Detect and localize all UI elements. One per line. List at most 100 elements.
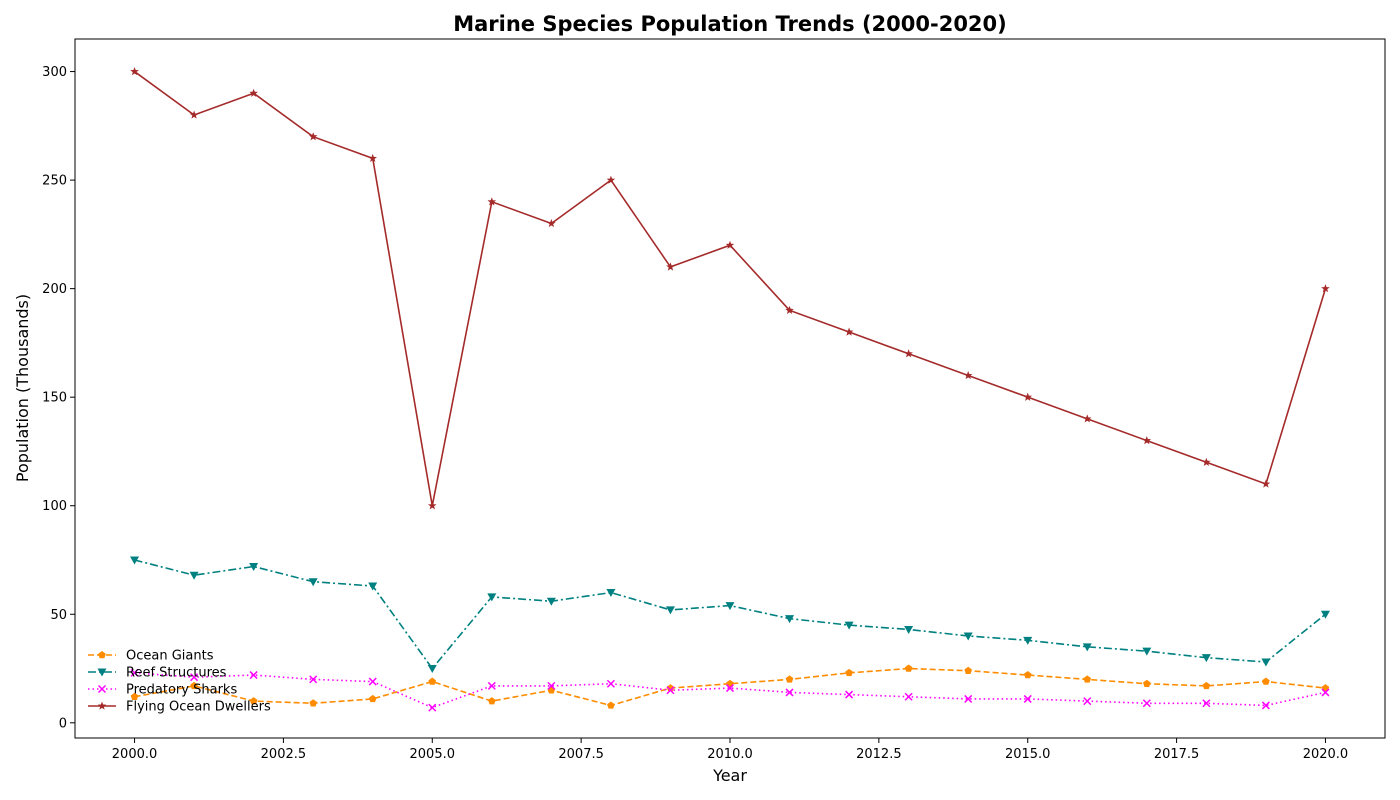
legend-marker	[97, 668, 107, 677]
y-axis-label: Population (Thousands)	[13, 294, 32, 482]
legend-item-flying-ocean-dwellers: Flying Ocean Dwellers	[88, 700, 271, 715]
data-point-predatory-sharks	[428, 703, 437, 712]
data-point-flying-ocean-dwellers	[844, 327, 854, 336]
data-point-flying-ocean-dwellers	[1261, 479, 1271, 488]
data-point-flying-ocean-dwellers	[785, 305, 794, 314]
x-tick-label: 2007.5	[558, 747, 604, 762]
x-axis: 2000.0 2002.5 2005.0 2007.5 2010.0 2012.5 2015…	[112, 738, 1348, 762]
data-point-ocean-giants	[488, 697, 496, 705]
data-point-predatory-sharks	[845, 690, 854, 699]
y-tick-label: 250	[42, 174, 67, 189]
data-point-reef-structures	[1261, 658, 1271, 667]
plot-frame	[74, 38, 1386, 739]
data-point-predatory-sharks	[1202, 699, 1211, 708]
series-predatory-sharks	[130, 668, 1330, 712]
data-point-predatory-sharks	[368, 677, 377, 686]
x-tick-label: 2005.0	[410, 747, 456, 762]
data-point-flying-ocean-dwellers	[368, 153, 378, 163]
data-point-reef-structures	[1142, 647, 1152, 656]
data-point-ocean-giants	[309, 699, 317, 707]
data-point-reef-structures	[785, 615, 795, 624]
x-axis-label: Year	[712, 766, 747, 785]
data-point-reef-structures	[189, 571, 199, 580]
x-tick-label: 2015.0	[1005, 747, 1051, 762]
data-point-predatory-sharks	[190, 673, 199, 682]
data-point-predatory-sharks	[725, 684, 735, 693]
data-point-flying-ocean-dwellers	[427, 501, 437, 510]
data-point-flying-ocean-dwellers	[547, 219, 556, 228]
legend-label: Predatory Sharks	[126, 683, 237, 698]
legend-item-ocean-giants: Ocean Giants	[88, 649, 214, 664]
data-point-ocean-giants	[547, 686, 556, 694]
legend-item-reef-structures: Reef Structures	[88, 666, 227, 681]
data-point-flying-ocean-dwellers	[1202, 457, 1211, 466]
data-point-reef-structures	[665, 606, 675, 615]
y-tick-label: 200	[42, 282, 67, 297]
x-tick-label: 2012.5	[856, 747, 902, 762]
data-point-predatory-sharks	[1142, 699, 1151, 708]
data-point-predatory-sharks	[1321, 688, 1330, 697]
legend-label: Reef Structures	[126, 666, 227, 681]
series-flying-ocean-dwellers	[130, 67, 1330, 510]
y-axis: 0 50 100 150 200 250 300	[42, 65, 75, 731]
data-point-reef-structures	[1082, 643, 1092, 652]
legend-marker	[98, 651, 106, 659]
data-point-flying-ocean-dwellers	[189, 110, 199, 119]
plot-area	[130, 67, 1330, 712]
data-point-ocean-giants	[785, 675, 794, 683]
data-point-ocean-giants	[249, 697, 258, 705]
chart-title: Marine Species Population Trends (2000-2…	[453, 12, 1007, 36]
legend-marker	[97, 684, 107, 694]
x-tick-label: 2017.5	[1154, 747, 1200, 762]
data-point-ocean-giants	[607, 701, 615, 709]
data-point-reef-structures	[1023, 636, 1033, 645]
data-point-predatory-sharks	[249, 671, 258, 680]
series-line-predatory-sharks	[134, 672, 1326, 709]
data-point-predatory-sharks	[666, 686, 675, 695]
data-point-flying-ocean-dwellers	[1142, 436, 1152, 445]
data-point-predatory-sharks	[130, 668, 139, 677]
data-point-predatory-sharks	[904, 692, 913, 701]
data-point-flying-ocean-dwellers	[963, 370, 973, 380]
data-point-predatory-sharks	[606, 679, 615, 688]
data-point-flying-ocean-dwellers	[1023, 392, 1033, 401]
y-tick-label: 150	[42, 391, 67, 406]
data-point-ocean-giants	[1143, 679, 1151, 687]
legend-label: Flying Ocean Dwellers	[126, 700, 271, 715]
data-point-reef-structures	[904, 625, 914, 634]
data-point-flying-ocean-dwellers	[725, 240, 735, 249]
data-point-predatory-sharks	[1261, 701, 1270, 710]
data-point-ocean-giants	[130, 692, 139, 700]
data-point-reef-structures	[725, 602, 735, 611]
y-tick-label: 100	[42, 499, 67, 514]
data-point-predatory-sharks	[487, 681, 496, 690]
x-tick-label: 2002.5	[261, 747, 307, 762]
data-point-reef-structures	[427, 665, 437, 674]
data-point-ocean-giants	[428, 677, 437, 685]
data-point-reef-structures	[308, 578, 318, 587]
data-point-flying-ocean-dwellers	[666, 262, 675, 271]
data-point-reef-structures	[487, 593, 497, 602]
data-point-ocean-giants	[666, 684, 675, 692]
data-point-flying-ocean-dwellers	[249, 88, 258, 97]
data-point-ocean-giants	[1262, 677, 1270, 685]
data-point-ocean-giants	[1202, 681, 1211, 690]
x-tick-label: 2000.0	[112, 747, 158, 762]
data-point-flying-ocean-dwellers	[904, 349, 913, 358]
data-point-reef-structures	[963, 632, 973, 641]
data-point-reef-structures	[130, 556, 140, 565]
y-tick-label: 0	[59, 716, 67, 731]
y-tick-label: 50	[50, 608, 67, 623]
data-point-flying-ocean-dwellers	[606, 175, 616, 184]
data-point-reef-structures	[546, 597, 556, 606]
data-point-flying-ocean-dwellers	[1321, 284, 1330, 293]
data-point-flying-ocean-dwellers	[308, 132, 318, 141]
x-tick-label: 2010.0	[707, 747, 753, 762]
legend-item-predatory-sharks: Predatory Sharks	[88, 683, 237, 698]
data-point-ocean-giants	[964, 666, 972, 674]
data-point-predatory-sharks	[1083, 697, 1092, 706]
data-point-ocean-giants	[190, 681, 198, 690]
data-point-ocean-giants	[845, 668, 853, 677]
data-point-ocean-giants	[1023, 671, 1032, 679]
